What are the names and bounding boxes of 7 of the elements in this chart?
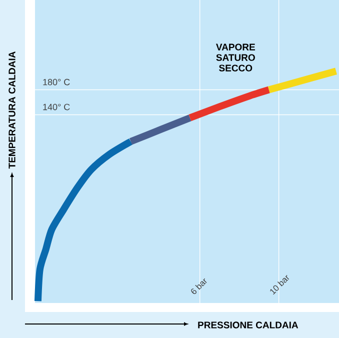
x-tick-label: 10 bar (270, 274, 290, 295)
annotation: VAPORE SATURO SECCO (216, 44, 255, 72)
x-tick-label: 6 bar (191, 278, 207, 294)
y-tick-label: 140° C (43, 104, 70, 110)
x-axis-title: PRESSIONE CALDAIA (198, 322, 298, 328)
y-axis-title: TEMPERATURA CALDAIA (8, 52, 16, 169)
y-tick-label: 180° C (43, 78, 70, 86)
